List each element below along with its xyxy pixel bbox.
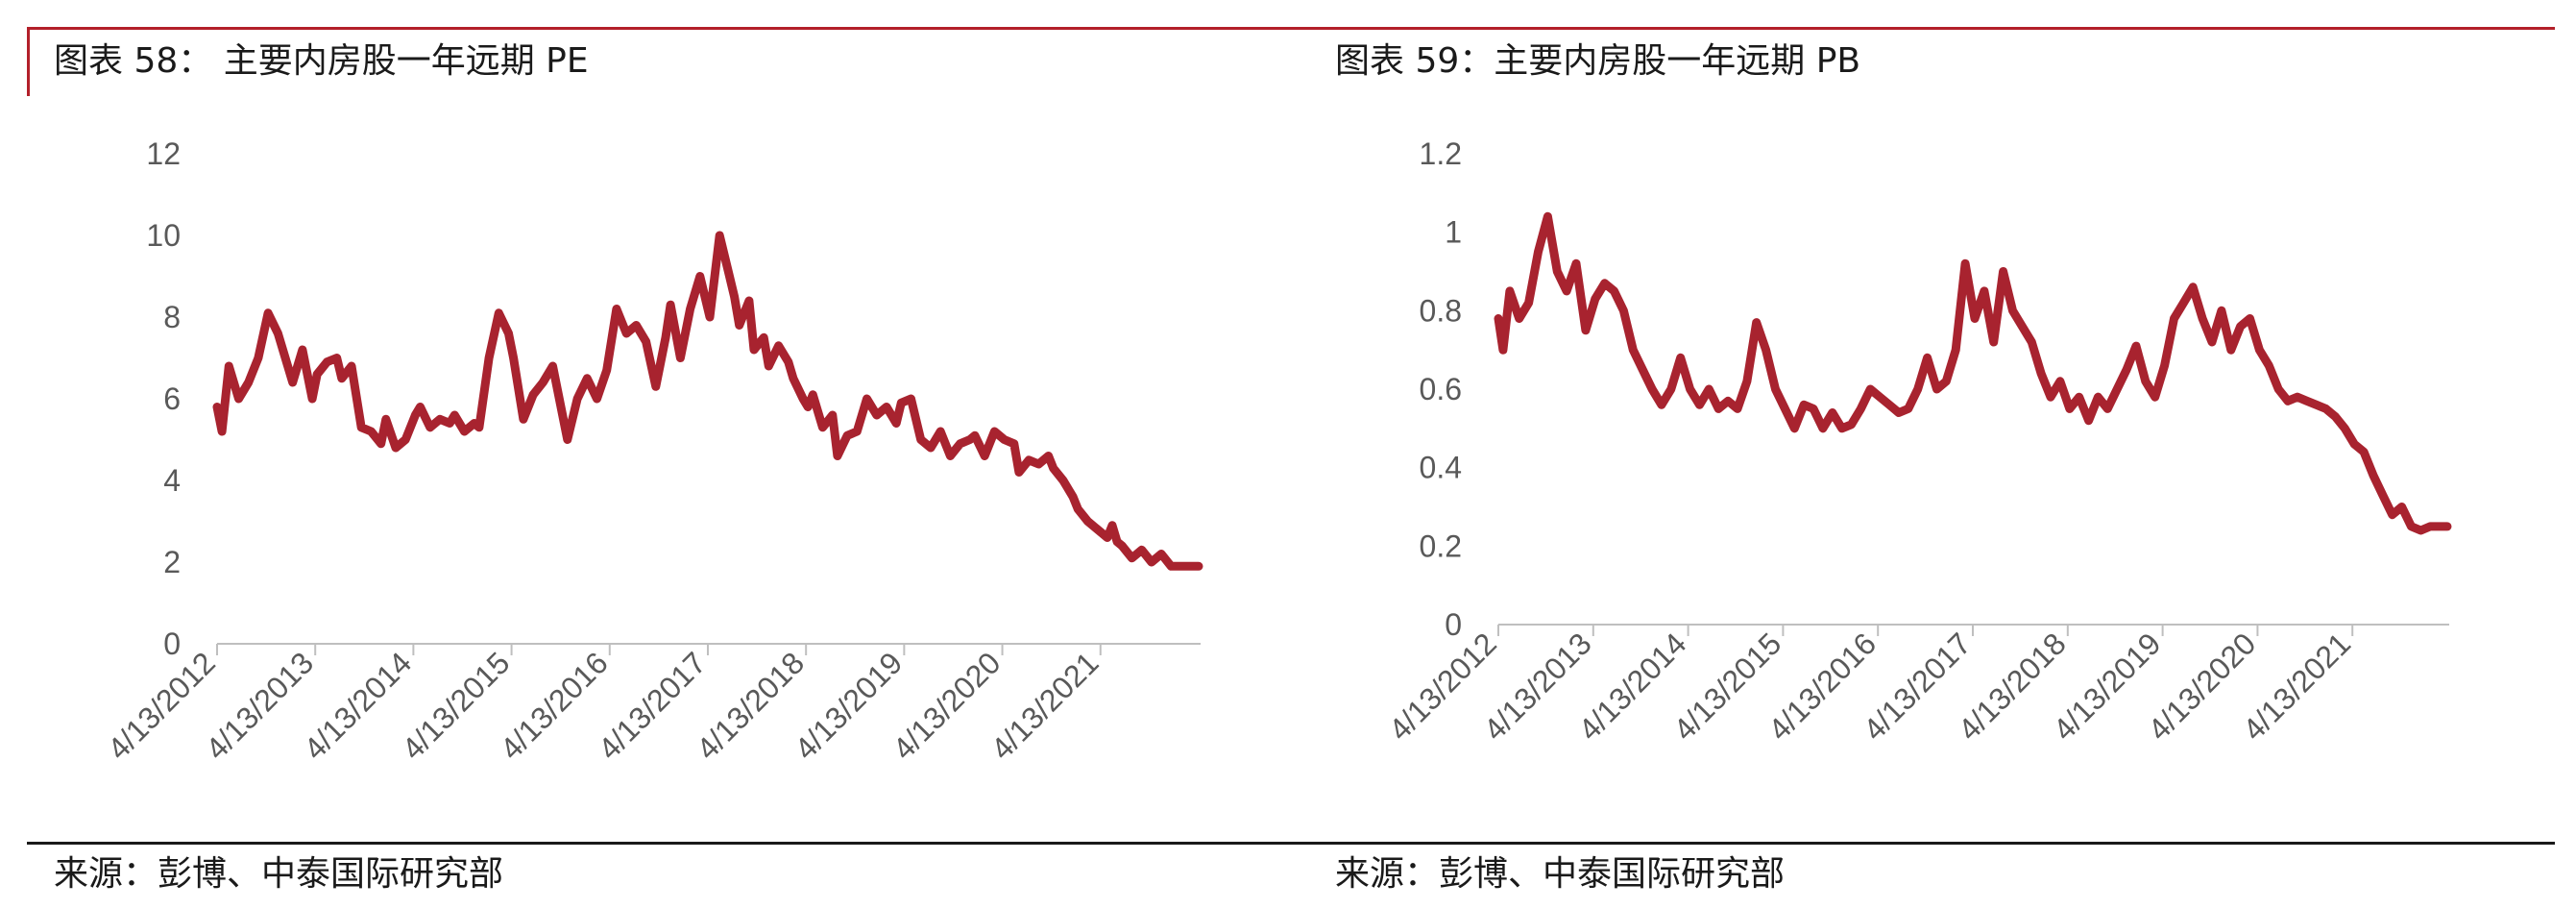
chart-title-pb: 图表 59：主要内房股一年远期 PB (1335, 41, 1861, 81)
pb-series-line-pb (1494, 211, 2452, 535)
pb-y-tick-label: 1.2 (1420, 136, 1462, 171)
pe-y-tick-label: 0 (163, 626, 181, 661)
pb-y-tick-label: 0.8 (1420, 293, 1462, 328)
pe-y-tick-label: 4 (163, 463, 181, 498)
footer-rule (27, 842, 2555, 845)
pb-y-tick-label: 0 (1445, 607, 1462, 642)
pe-y-tick-label: 2 (163, 545, 181, 579)
pe-series-line-pe (212, 231, 1203, 571)
pe-y-tick-label: 10 (146, 218, 181, 253)
pe-y-tick-label: 8 (163, 300, 181, 334)
header-rule (27, 27, 2555, 30)
header-left-accent (27, 27, 30, 96)
pe-line-chart: 0246810124/13/20124/13/20134/13/20144/13… (101, 136, 1203, 767)
pb-y-tick-label: 0.6 (1420, 372, 1462, 406)
source-note-pb: 来源：彭博、中泰国际研究部 (1335, 854, 1786, 894)
source-note-pe: 来源：彭博、中泰国际研究部 (54, 854, 504, 894)
pb-y-tick-label: 0.4 (1420, 451, 1462, 485)
chart-title-pe: 图表 58： 主要内房股一年远期 PE (54, 41, 589, 81)
pb-y-tick-label: 0.2 (1420, 528, 1462, 563)
pe-y-tick-label: 6 (163, 381, 181, 416)
pe-y-tick-label: 12 (146, 136, 181, 171)
pb-line-chart: 00.20.40.60.811.24/13/20124/13/20134/13/… (1382, 136, 2452, 748)
pb-y-tick-label: 1 (1445, 215, 1462, 250)
